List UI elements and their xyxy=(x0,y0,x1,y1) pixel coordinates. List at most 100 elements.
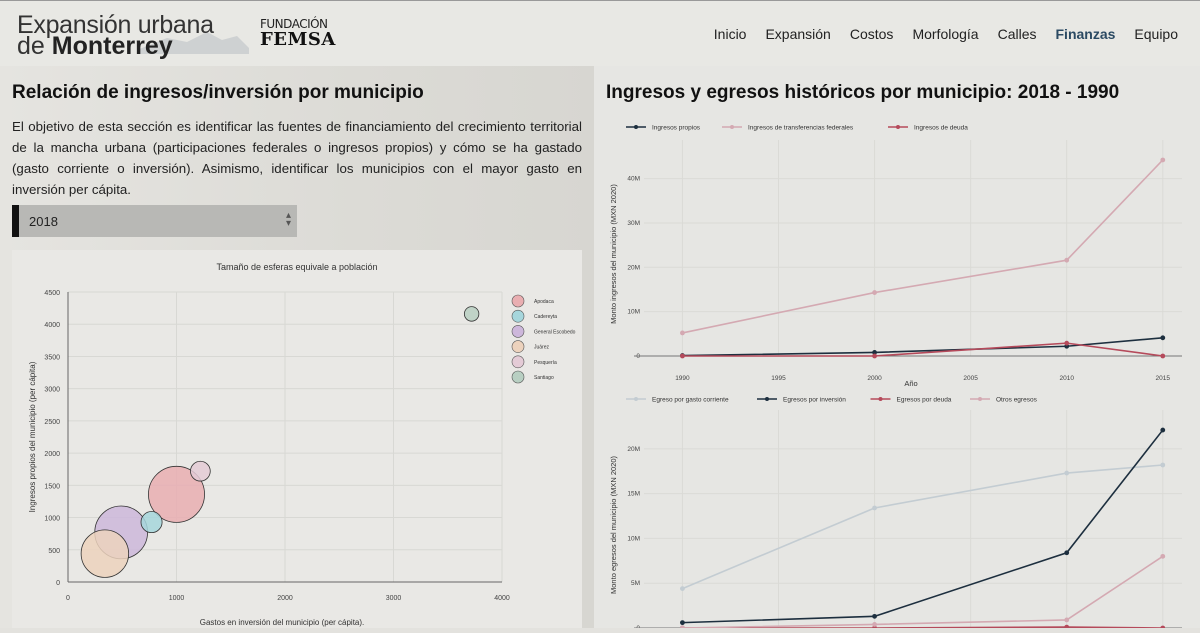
bubble-ju-rez xyxy=(80,529,130,578)
right-panel: Ingresos y egresos históricos por munici… xyxy=(594,66,1200,628)
x-tick-label: 3000 xyxy=(386,595,402,602)
bubble-cadereyta xyxy=(140,511,163,534)
series-point xyxy=(1064,470,1070,476)
series-point xyxy=(1064,257,1070,263)
series-point xyxy=(680,620,685,626)
legend-label: Ingresos propios xyxy=(652,125,701,132)
series-point xyxy=(1064,340,1070,346)
legend-marker xyxy=(765,397,769,401)
logo-line-2-prefix: de xyxy=(17,32,52,60)
x-tick-label: 2005 xyxy=(963,375,978,382)
y-tick-label: 10M xyxy=(627,309,640,316)
nav-link-expansion[interactable]: Expansión xyxy=(765,26,831,42)
legend-swatch xyxy=(511,370,525,384)
series-point xyxy=(680,353,685,359)
y-tick-label: 10M xyxy=(627,535,640,542)
legend-swatch xyxy=(511,340,525,353)
legend-swatch xyxy=(511,325,525,338)
y-tick-label: 20M xyxy=(627,446,640,453)
series-point xyxy=(1160,553,1166,559)
y-tick-label: 4000 xyxy=(44,322,60,329)
series-point xyxy=(872,622,877,627)
partner-logo[interactable]: FUNDACIÓN FEMSA xyxy=(260,18,336,49)
series-point xyxy=(1160,625,1166,628)
section-description: El objetivo de esta sección es identific… xyxy=(12,119,582,197)
nav-link-costos[interactable]: Costos xyxy=(849,26,894,42)
nav-link-finanzas[interactable]: Finanzas xyxy=(1055,26,1116,42)
logo-line-1: Expansión urbana xyxy=(17,11,214,39)
y-tick-label: 500 xyxy=(48,548,60,555)
x-tick-label: 4000 xyxy=(494,595,510,602)
x-tick-label: 1990 xyxy=(675,375,690,382)
bubble-pesquer-a xyxy=(190,460,211,482)
legend-marker xyxy=(634,125,638,129)
y-tick-label: 3000 xyxy=(44,387,60,394)
series-point xyxy=(680,330,685,336)
legend-label: Egreso por gasto corriente xyxy=(652,397,729,404)
series-point xyxy=(1064,617,1070,623)
legend-marker xyxy=(634,397,638,401)
nav-link-inicio[interactable]: Inicio xyxy=(713,26,747,42)
select-arrows-icon: ▴ ▾ xyxy=(285,210,291,229)
legend-label: Ingresos de transferencias federales xyxy=(748,125,854,132)
series-line xyxy=(682,342,1163,357)
y-tick-label: 1500 xyxy=(44,483,60,490)
income-line-chart[interactable]: Ingresos propios Ingresos de transferenci… xyxy=(594,116,1200,388)
legend-label: General Escobedo xyxy=(534,329,576,335)
legend-marker xyxy=(978,397,982,401)
bubble-chart[interactable]: Tamaño de esferas equivale a población 0 5… xyxy=(12,250,582,628)
site-logo[interactable]: Expansión urbana de Monterrey xyxy=(17,10,249,60)
legend-label: Egresos por deuda xyxy=(897,397,952,404)
legend-swatch xyxy=(511,309,525,323)
series-point xyxy=(1160,353,1166,359)
series-point xyxy=(872,353,877,359)
mountain-logo-icon xyxy=(137,32,249,54)
partner-logo-bottom: FEMSA xyxy=(260,29,336,50)
partner-logo-top: FUNDACIÓN xyxy=(260,17,328,31)
legend-marker xyxy=(896,125,900,129)
series-point xyxy=(1160,335,1166,341)
series-line xyxy=(682,429,1164,624)
y-tick-label: 5M xyxy=(631,580,640,587)
expense-line-chart[interactable]: Egreso por gasto corriente Egresos por in… xyxy=(594,388,1200,628)
y-tick-label: 1000 xyxy=(44,516,60,523)
x-tick-label: 1995 xyxy=(771,375,786,382)
legend-label: Santiago xyxy=(534,375,554,381)
x-tick-label: 2015 xyxy=(1156,375,1171,382)
y-tick-label: 0 xyxy=(56,580,60,587)
y-tick-label: 20M xyxy=(627,264,640,271)
y-tick-label: 4500 xyxy=(44,290,60,297)
x-axis-label: Año xyxy=(904,379,917,388)
nav-link-calles[interactable]: Calles xyxy=(997,26,1037,42)
x-tick-label: 2000 xyxy=(277,595,293,602)
x-tick-label: 0 xyxy=(66,595,70,602)
year-select[interactable]: 2018 ▴ ▾ xyxy=(12,205,297,237)
series-point xyxy=(680,586,685,591)
x-axis-label: Gastos en inversión del municipio (per c… xyxy=(200,618,365,627)
legend-marker xyxy=(730,125,734,129)
legend-swatch xyxy=(511,355,525,369)
legend-marker xyxy=(878,397,883,401)
x-tick-label: 2010 xyxy=(1059,375,1074,382)
bubble-chart-card: Tamaño de esferas equivale a población 0 5… xyxy=(12,250,582,628)
legend-label: Pesquería xyxy=(534,360,557,366)
x-tick-label: 2000 xyxy=(867,375,882,382)
logo-line-2: de Monterrey xyxy=(17,33,173,59)
series-point xyxy=(872,290,877,295)
series-line xyxy=(682,159,1164,334)
y-tick-label: 40M xyxy=(627,176,640,183)
year-select-value: 2018 xyxy=(29,214,58,229)
nav-link-morfologia[interactable]: Morfología xyxy=(912,26,979,42)
legend-label: Juárez xyxy=(534,345,550,351)
y-tick-label: 2500 xyxy=(44,419,60,426)
nav-link-equipo[interactable]: Equipo xyxy=(1134,26,1178,42)
y-axis-label: Ingresos propios del municipio (per cápi… xyxy=(28,361,37,512)
series-point xyxy=(1160,427,1166,433)
series-point xyxy=(872,505,877,511)
series-point xyxy=(872,613,877,619)
y-tick-label: 15M xyxy=(627,491,640,498)
series-point xyxy=(680,625,685,628)
series-point xyxy=(1160,462,1166,468)
series-line xyxy=(682,464,1163,590)
series-point xyxy=(1160,157,1166,163)
